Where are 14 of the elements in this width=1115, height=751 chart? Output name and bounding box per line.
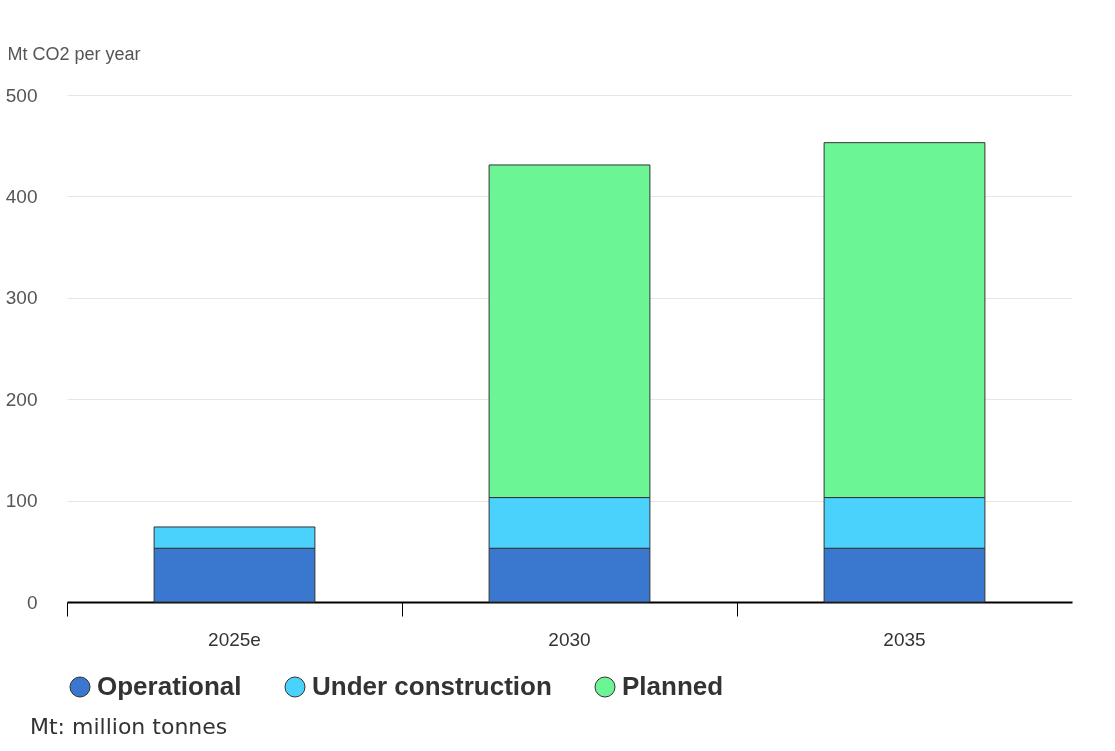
legend-label: Operational [97,671,242,701]
legend-label: Under construction [312,671,552,701]
y-tick-label: 400 [5,185,38,207]
x-tick-label: 2035 [883,628,926,650]
y-axis-title: Mt CO2 per year [7,43,141,64]
y-tick-label: 200 [5,388,38,410]
x-tick-label: 2030 [548,628,591,650]
y-tick-label: 100 [5,490,38,512]
y-tick-label: 300 [5,287,38,309]
x-tick-label: 2025e [208,628,261,650]
y-tick-label: 0 [26,591,38,613]
y-tick-label: 500 [5,84,38,106]
text: Mt: million tonnes [29,714,229,739]
legend-label: Planned [622,671,724,701]
